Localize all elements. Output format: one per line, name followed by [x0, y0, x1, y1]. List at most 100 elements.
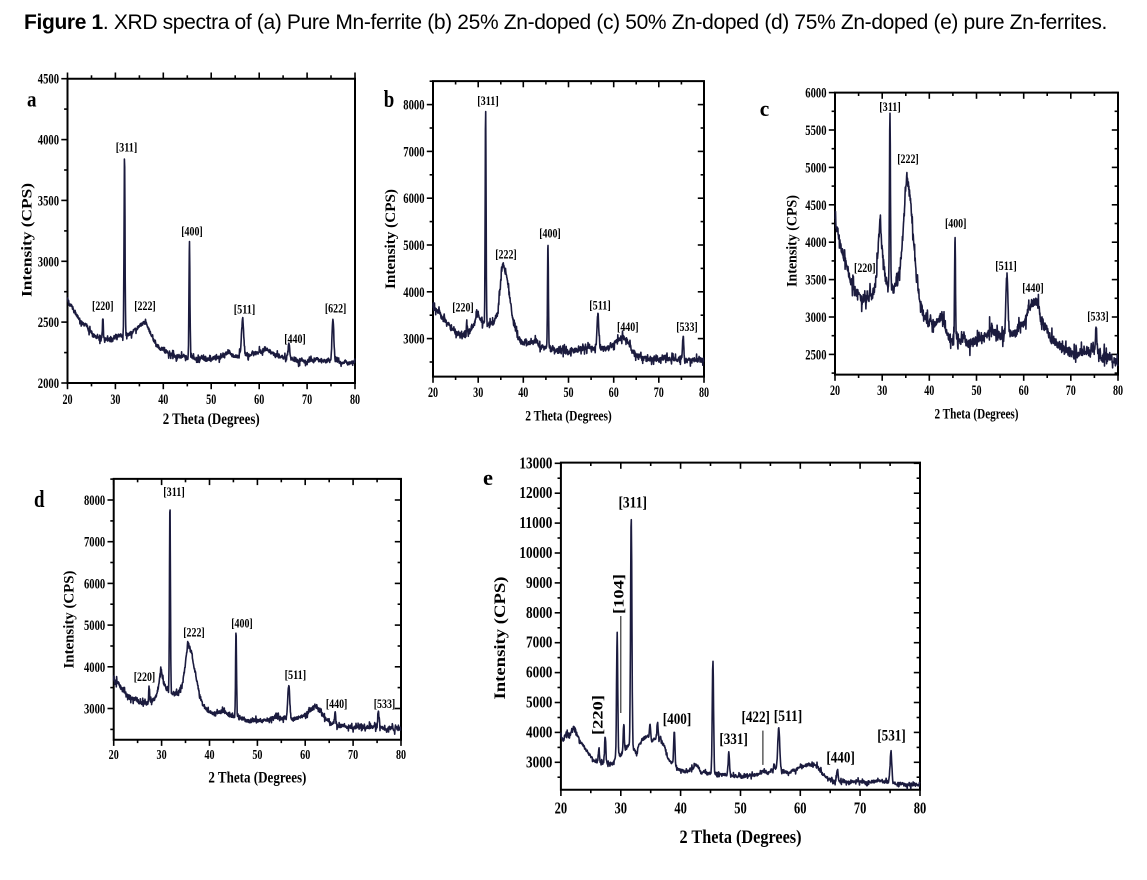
svg-text:30: 30 — [615, 799, 628, 818]
svg-text:40: 40 — [674, 799, 687, 818]
svg-text:50: 50 — [206, 392, 216, 408]
svg-text:8000: 8000 — [526, 603, 552, 622]
svg-text:7000: 7000 — [84, 535, 105, 551]
svg-text:[331]: [331] — [719, 731, 748, 748]
svg-text:5000: 5000 — [526, 693, 552, 712]
svg-text:70: 70 — [348, 747, 358, 762]
svg-text:Intensity (CPS): Intensity (CPS) — [492, 577, 509, 700]
svg-text:[440]: [440] — [1022, 280, 1044, 295]
svg-text:4000: 4000 — [403, 285, 424, 301]
svg-text:c: c — [760, 96, 770, 121]
svg-text:30: 30 — [157, 747, 167, 762]
svg-text:[222]: [222] — [183, 624, 205, 639]
svg-text:3500: 3500 — [38, 193, 59, 209]
svg-text:40: 40 — [924, 383, 934, 399]
svg-text:4000: 4000 — [805, 235, 826, 251]
svg-text:2 Theta (Degrees): 2 Theta (Degrees) — [680, 827, 802, 848]
svg-text:60: 60 — [300, 747, 310, 762]
svg-text:Intensity (CPS): Intensity (CPS) — [383, 189, 399, 289]
svg-text:50: 50 — [734, 799, 747, 818]
svg-text:[220]: [220] — [452, 300, 474, 315]
svg-text:4500: 4500 — [805, 198, 826, 214]
svg-text:20: 20 — [62, 392, 72, 408]
svg-text:70: 70 — [854, 799, 867, 818]
svg-text:3000: 3000 — [526, 752, 552, 771]
svg-text:50: 50 — [971, 383, 981, 399]
svg-text:[400]: [400] — [663, 711, 692, 728]
svg-text:e: e — [483, 465, 493, 490]
svg-text:60: 60 — [609, 385, 619, 401]
svg-text:a: a — [27, 87, 37, 112]
svg-text:3000: 3000 — [403, 332, 424, 348]
svg-text:[400]: [400] — [539, 226, 561, 241]
svg-text:60: 60 — [1019, 383, 1029, 399]
svg-text:[511]: [511] — [774, 708, 803, 725]
svg-text:80: 80 — [396, 747, 406, 762]
svg-text:30: 30 — [110, 392, 120, 408]
svg-text:2 Theta (Degrees): 2 Theta (Degrees) — [208, 770, 306, 787]
svg-text:6000: 6000 — [526, 663, 552, 682]
svg-text:[220]: [220] — [92, 298, 114, 313]
svg-text:5000: 5000 — [403, 238, 424, 254]
svg-text:2500: 2500 — [38, 315, 59, 331]
svg-text:4500: 4500 — [38, 72, 59, 88]
svg-text:50: 50 — [563, 385, 573, 401]
svg-text:3000: 3000 — [805, 310, 826, 326]
svg-text:Intensity (CPS): Intensity (CPS) — [20, 183, 36, 297]
svg-text:[400]: [400] — [945, 216, 967, 231]
svg-text:70: 70 — [654, 385, 664, 401]
svg-text:60: 60 — [794, 799, 807, 818]
svg-text:[220]: [220] — [854, 260, 876, 275]
svg-text:[422]: [422] — [741, 709, 770, 726]
svg-text:[440]: [440] — [284, 331, 306, 346]
svg-text:3000: 3000 — [38, 254, 59, 270]
svg-text:80: 80 — [350, 392, 360, 408]
svg-text:[400]: [400] — [231, 616, 253, 631]
svg-text:[511]: [511] — [995, 258, 1017, 273]
svg-text:2500: 2500 — [805, 347, 826, 363]
svg-text:[440]: [440] — [326, 696, 348, 711]
svg-text:Intensity (CPS): Intensity (CPS) — [62, 570, 78, 668]
svg-text:40: 40 — [158, 392, 168, 408]
svg-text:13000: 13000 — [519, 453, 552, 472]
svg-text:[511]: [511] — [589, 298, 611, 313]
svg-text:6000: 6000 — [84, 576, 105, 592]
svg-text:9000: 9000 — [526, 573, 552, 592]
svg-text:Intensity (CPS): Intensity (CPS) — [785, 195, 801, 287]
svg-text:2000: 2000 — [38, 376, 59, 392]
svg-text:[222]: [222] — [134, 298, 156, 313]
svg-text:[311]: [311] — [618, 495, 647, 512]
svg-text:12000: 12000 — [519, 483, 552, 502]
svg-text:[222]: [222] — [897, 151, 919, 166]
svg-text:4000: 4000 — [84, 660, 105, 676]
svg-text:40: 40 — [204, 747, 214, 762]
svg-text:2 Theta (Degrees): 2 Theta (Degrees) — [525, 409, 612, 425]
svg-text:[440]: [440] — [617, 319, 639, 334]
svg-text:5500: 5500 — [805, 123, 826, 139]
svg-text:80: 80 — [699, 385, 709, 401]
svg-text:[533]: [533] — [374, 696, 396, 711]
svg-text:[440]: [440] — [826, 750, 855, 767]
svg-text:3500: 3500 — [805, 273, 826, 289]
svg-text:80: 80 — [1113, 383, 1123, 399]
svg-text:20: 20 — [830, 383, 840, 399]
svg-text:60: 60 — [254, 392, 264, 408]
svg-text:2 Theta (Degrees): 2 Theta (Degrees) — [163, 411, 260, 428]
svg-text:[311]: [311] — [116, 140, 138, 155]
svg-text:7000: 7000 — [403, 144, 424, 160]
svg-text:7000: 7000 — [526, 633, 552, 652]
svg-text:8000: 8000 — [403, 98, 424, 114]
svg-text:[220]: [220] — [134, 669, 156, 684]
svg-text:[531]: [531] — [877, 727, 906, 744]
svg-text:[311]: [311] — [477, 93, 499, 108]
svg-text:80: 80 — [914, 799, 927, 818]
svg-text:[311]: [311] — [879, 99, 901, 114]
svg-text:8000: 8000 — [84, 493, 105, 509]
svg-text:50: 50 — [252, 747, 262, 762]
svg-text:40: 40 — [518, 385, 528, 401]
svg-text:30: 30 — [473, 385, 483, 401]
svg-text:3000: 3000 — [84, 702, 105, 718]
svg-text:2 Theta (Degrees): 2 Theta (Degrees) — [935, 407, 1019, 423]
svg-text:5000: 5000 — [84, 618, 105, 634]
svg-text:[511]: [511] — [285, 667, 307, 682]
